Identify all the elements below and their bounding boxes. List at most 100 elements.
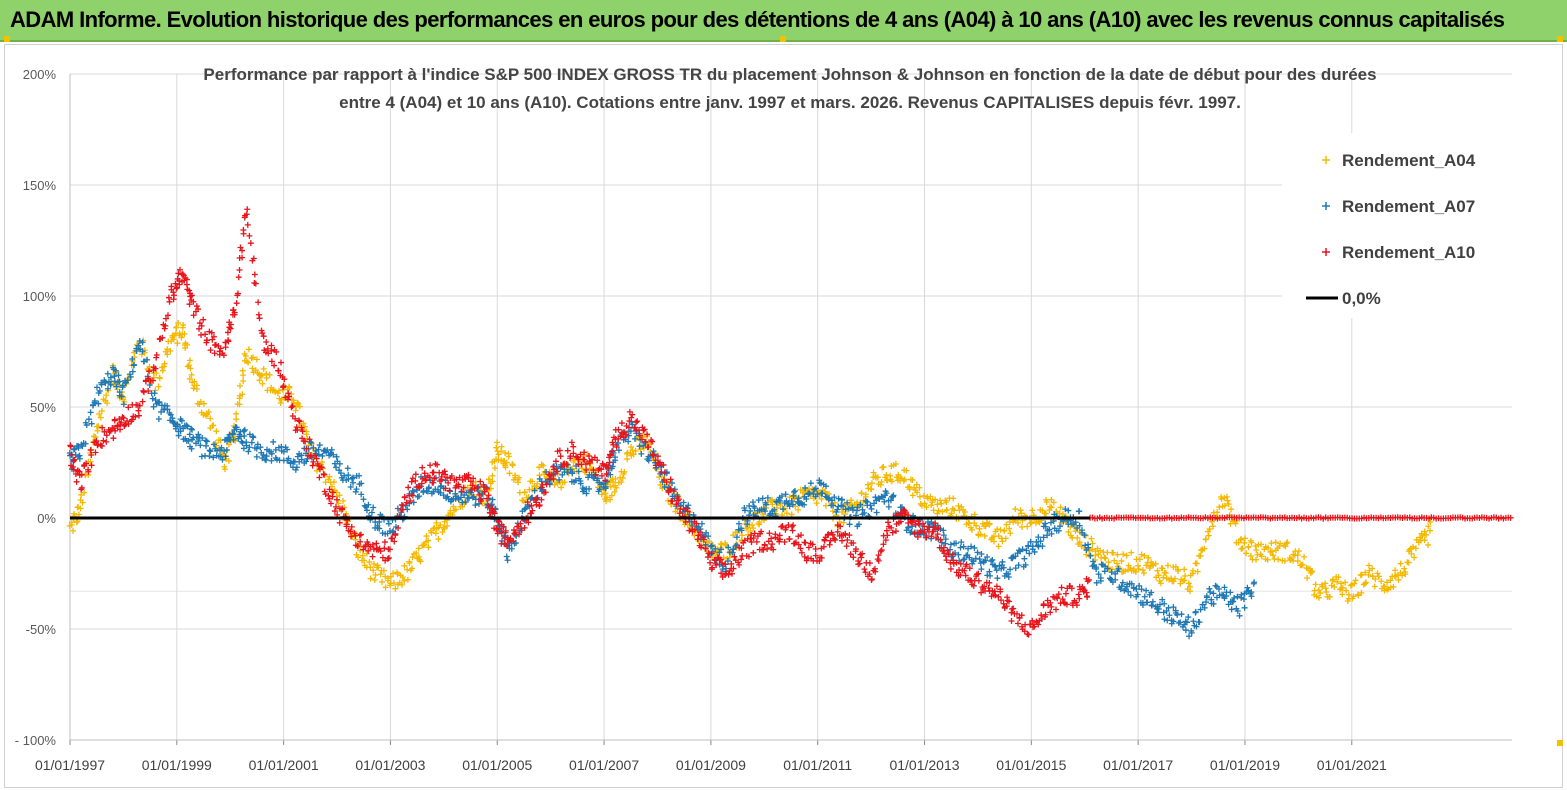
point-a10 xyxy=(877,548,884,555)
point-a04 xyxy=(491,465,498,472)
point-a04 xyxy=(1264,556,1271,563)
point-a10 xyxy=(483,485,490,492)
point-a04 xyxy=(371,577,378,584)
legend-label[interactable]: 0,0% xyxy=(1342,289,1381,308)
point-a10 xyxy=(750,549,757,556)
point-a04 xyxy=(637,446,644,453)
point-a10 xyxy=(416,483,423,490)
point-a07 xyxy=(749,499,756,506)
y-tick-label: -50% xyxy=(26,622,57,637)
point-a10 xyxy=(517,520,524,527)
point-a10 xyxy=(882,537,889,544)
point-a10 xyxy=(538,496,545,503)
point-a04 xyxy=(489,472,496,479)
point-a04 xyxy=(903,467,910,474)
frame-handle-top-right[interactable] xyxy=(1557,36,1563,42)
point-a04 xyxy=(363,550,370,557)
point-a04 xyxy=(303,431,310,438)
point-a04 xyxy=(259,380,266,387)
point-a10 xyxy=(912,521,919,528)
point-a07 xyxy=(994,575,1001,582)
point-a07 xyxy=(1062,506,1069,513)
point-a07 xyxy=(1097,575,1104,582)
point-a10 xyxy=(190,312,197,319)
point-a07 xyxy=(1178,611,1185,618)
point-a10 xyxy=(985,585,992,592)
point-a10 xyxy=(932,526,938,533)
point-a07 xyxy=(1170,618,1177,625)
point-a07 xyxy=(1199,601,1206,608)
point-a04 xyxy=(1406,546,1413,553)
point-a07 xyxy=(1196,619,1203,626)
point-a10 xyxy=(738,556,745,563)
point-a10 xyxy=(306,436,313,443)
point-a10 xyxy=(730,565,737,572)
point-a07 xyxy=(206,447,213,454)
point-a04 xyxy=(1239,545,1246,552)
point-a10 xyxy=(884,532,891,539)
point-a07 xyxy=(95,400,102,407)
point-a04 xyxy=(221,466,228,473)
legend-label[interactable]: Rendement_A07 xyxy=(1342,197,1475,216)
point-a04 xyxy=(164,346,171,353)
point-a07 xyxy=(268,457,275,464)
point-a04 xyxy=(521,488,528,495)
point-a04 xyxy=(296,403,303,410)
point-a07 xyxy=(472,502,479,509)
point-a04 xyxy=(1014,519,1021,526)
point-a07 xyxy=(708,542,715,549)
point-a10 xyxy=(128,416,135,423)
legend-label[interactable]: Rendement_A10 xyxy=(1342,243,1475,262)
point-a07 xyxy=(197,442,204,449)
point-a04 xyxy=(607,483,614,490)
frame-handle-bottom-right[interactable] xyxy=(1557,740,1563,746)
point-a04 xyxy=(976,525,983,532)
point-a07 xyxy=(883,490,890,497)
point-a04 xyxy=(506,470,513,477)
point-a07 xyxy=(521,506,528,513)
point-a10 xyxy=(521,524,528,531)
point-a10 xyxy=(697,529,704,536)
point-a04 xyxy=(1252,542,1259,549)
point-a07 xyxy=(85,416,92,423)
point-a10 xyxy=(949,551,956,558)
axes: 200% 150% 100% 50% 0% -50% - 100% 01/01/1997 01/… xyxy=(15,67,1512,773)
point-a07 xyxy=(819,490,826,497)
point-a07 xyxy=(531,487,538,494)
legend-label[interactable]: Rendement_A04 xyxy=(1342,151,1476,170)
point-a10 xyxy=(698,544,705,551)
point-a04 xyxy=(404,576,411,583)
point-a04 xyxy=(1218,496,1225,503)
point-a10 xyxy=(947,559,954,566)
point-a07 xyxy=(120,401,127,408)
point-a10 xyxy=(186,287,193,294)
frame-handle-top-left[interactable] xyxy=(4,36,10,42)
point-a04 xyxy=(914,489,921,496)
point-a07 xyxy=(970,558,977,565)
point-a07 xyxy=(845,505,852,512)
point-a10 xyxy=(476,491,483,498)
point-a04 xyxy=(181,330,188,337)
point-a04 xyxy=(1365,562,1372,569)
point-a07 xyxy=(133,348,140,355)
point-a04 xyxy=(182,344,189,351)
point-a10 xyxy=(116,415,123,422)
series-Rendement_A07 xyxy=(66,338,1258,640)
point-a07 xyxy=(769,510,776,517)
point-a04 xyxy=(558,484,565,491)
point-a10 xyxy=(401,493,408,500)
point-a07 xyxy=(360,496,367,503)
point-a07 xyxy=(203,438,210,445)
point-a04 xyxy=(797,486,804,493)
frame-handle-top-center[interactable] xyxy=(780,36,786,42)
point-a07 xyxy=(107,381,114,388)
point-a10 xyxy=(673,501,680,508)
point-a07 xyxy=(846,521,853,528)
point-a10 xyxy=(231,309,238,316)
point-a04 xyxy=(239,391,246,398)
point-a04 xyxy=(515,474,522,481)
point-a07 xyxy=(79,443,86,450)
point-a10 xyxy=(70,457,77,464)
point-a07 xyxy=(333,453,340,460)
point-a04 xyxy=(1384,579,1391,586)
